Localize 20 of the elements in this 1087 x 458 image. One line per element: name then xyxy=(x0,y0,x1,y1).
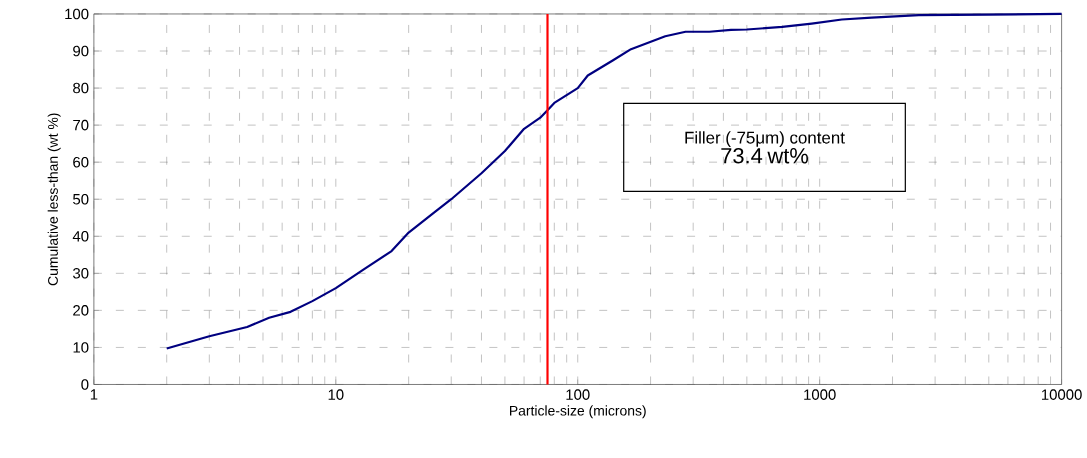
x-tick-label: 10000 xyxy=(1042,389,1082,400)
y-tick-label: 30 xyxy=(73,267,89,279)
x-tick-label: 10 xyxy=(328,389,344,400)
y-tick-label: 60 xyxy=(73,156,89,168)
y-tick-label: 100 xyxy=(65,8,89,20)
x-tick-label: 1 xyxy=(90,389,98,400)
annotation: Filler (-75μm) content xyxy=(685,131,845,147)
x-tick-label: 1000 xyxy=(804,389,836,400)
y-tick-label: 50 xyxy=(73,193,89,205)
y-tick-label: 90 xyxy=(73,45,89,57)
x-tick-label: 100 xyxy=(566,389,590,400)
y-axis-title: Cumulative less-than (wt %) xyxy=(47,113,61,286)
y-tick-label: 80 xyxy=(73,82,89,94)
y-tick-label: 10 xyxy=(73,341,89,353)
y-tick-label: 70 xyxy=(73,119,89,131)
x-axis-title: Particle-size (microns) xyxy=(510,405,646,419)
y-tick-label: 0 xyxy=(81,379,89,390)
annotation: 73.4 wt% xyxy=(721,147,809,164)
y-tick-label: 40 xyxy=(72,230,89,242)
y-tick-label: 20 xyxy=(73,304,89,316)
